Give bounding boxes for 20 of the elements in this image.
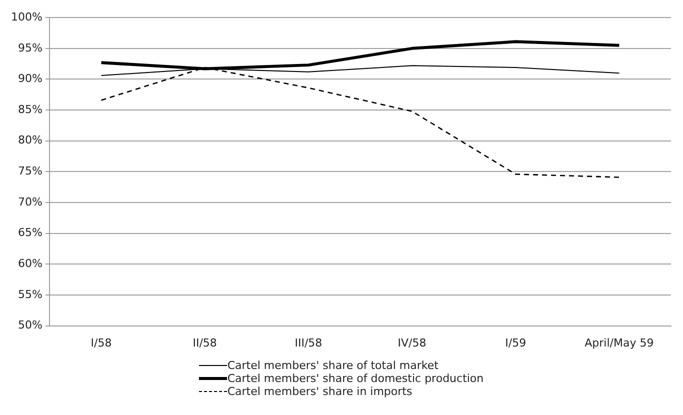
y-tick-label: 50% bbox=[18, 318, 42, 332]
y-tick-label: 65% bbox=[18, 226, 42, 240]
y-tick-label: 95% bbox=[18, 41, 42, 54]
legend-label: Cartel members' share of domestic production bbox=[227, 372, 484, 385]
x-tick-label: IV/58 bbox=[398, 336, 426, 350]
y-tick-label: 60% bbox=[18, 257, 42, 270]
legend-label: Cartel members' share in imports bbox=[227, 385, 412, 398]
y-tick-label: 100% bbox=[10, 10, 42, 24]
y-tick-label: 75% bbox=[18, 164, 42, 178]
x-tick-label: April/May 59 bbox=[584, 336, 654, 350]
x-tick-label: II/58 bbox=[192, 336, 217, 350]
y-tick-label: 85% bbox=[18, 102, 42, 116]
x-tick-label: III/58 bbox=[294, 336, 322, 350]
y-tick-label: 90% bbox=[18, 72, 42, 86]
x-tick-label: I/58 bbox=[90, 336, 112, 350]
y-tick-label: 80% bbox=[18, 134, 42, 147]
y-tick-label: 55% bbox=[18, 288, 42, 301]
legend-label: Cartel members' share of total market bbox=[227, 359, 438, 372]
y-tick-label: 70% bbox=[18, 195, 42, 208]
x-tick-label: I/59 bbox=[505, 336, 526, 350]
